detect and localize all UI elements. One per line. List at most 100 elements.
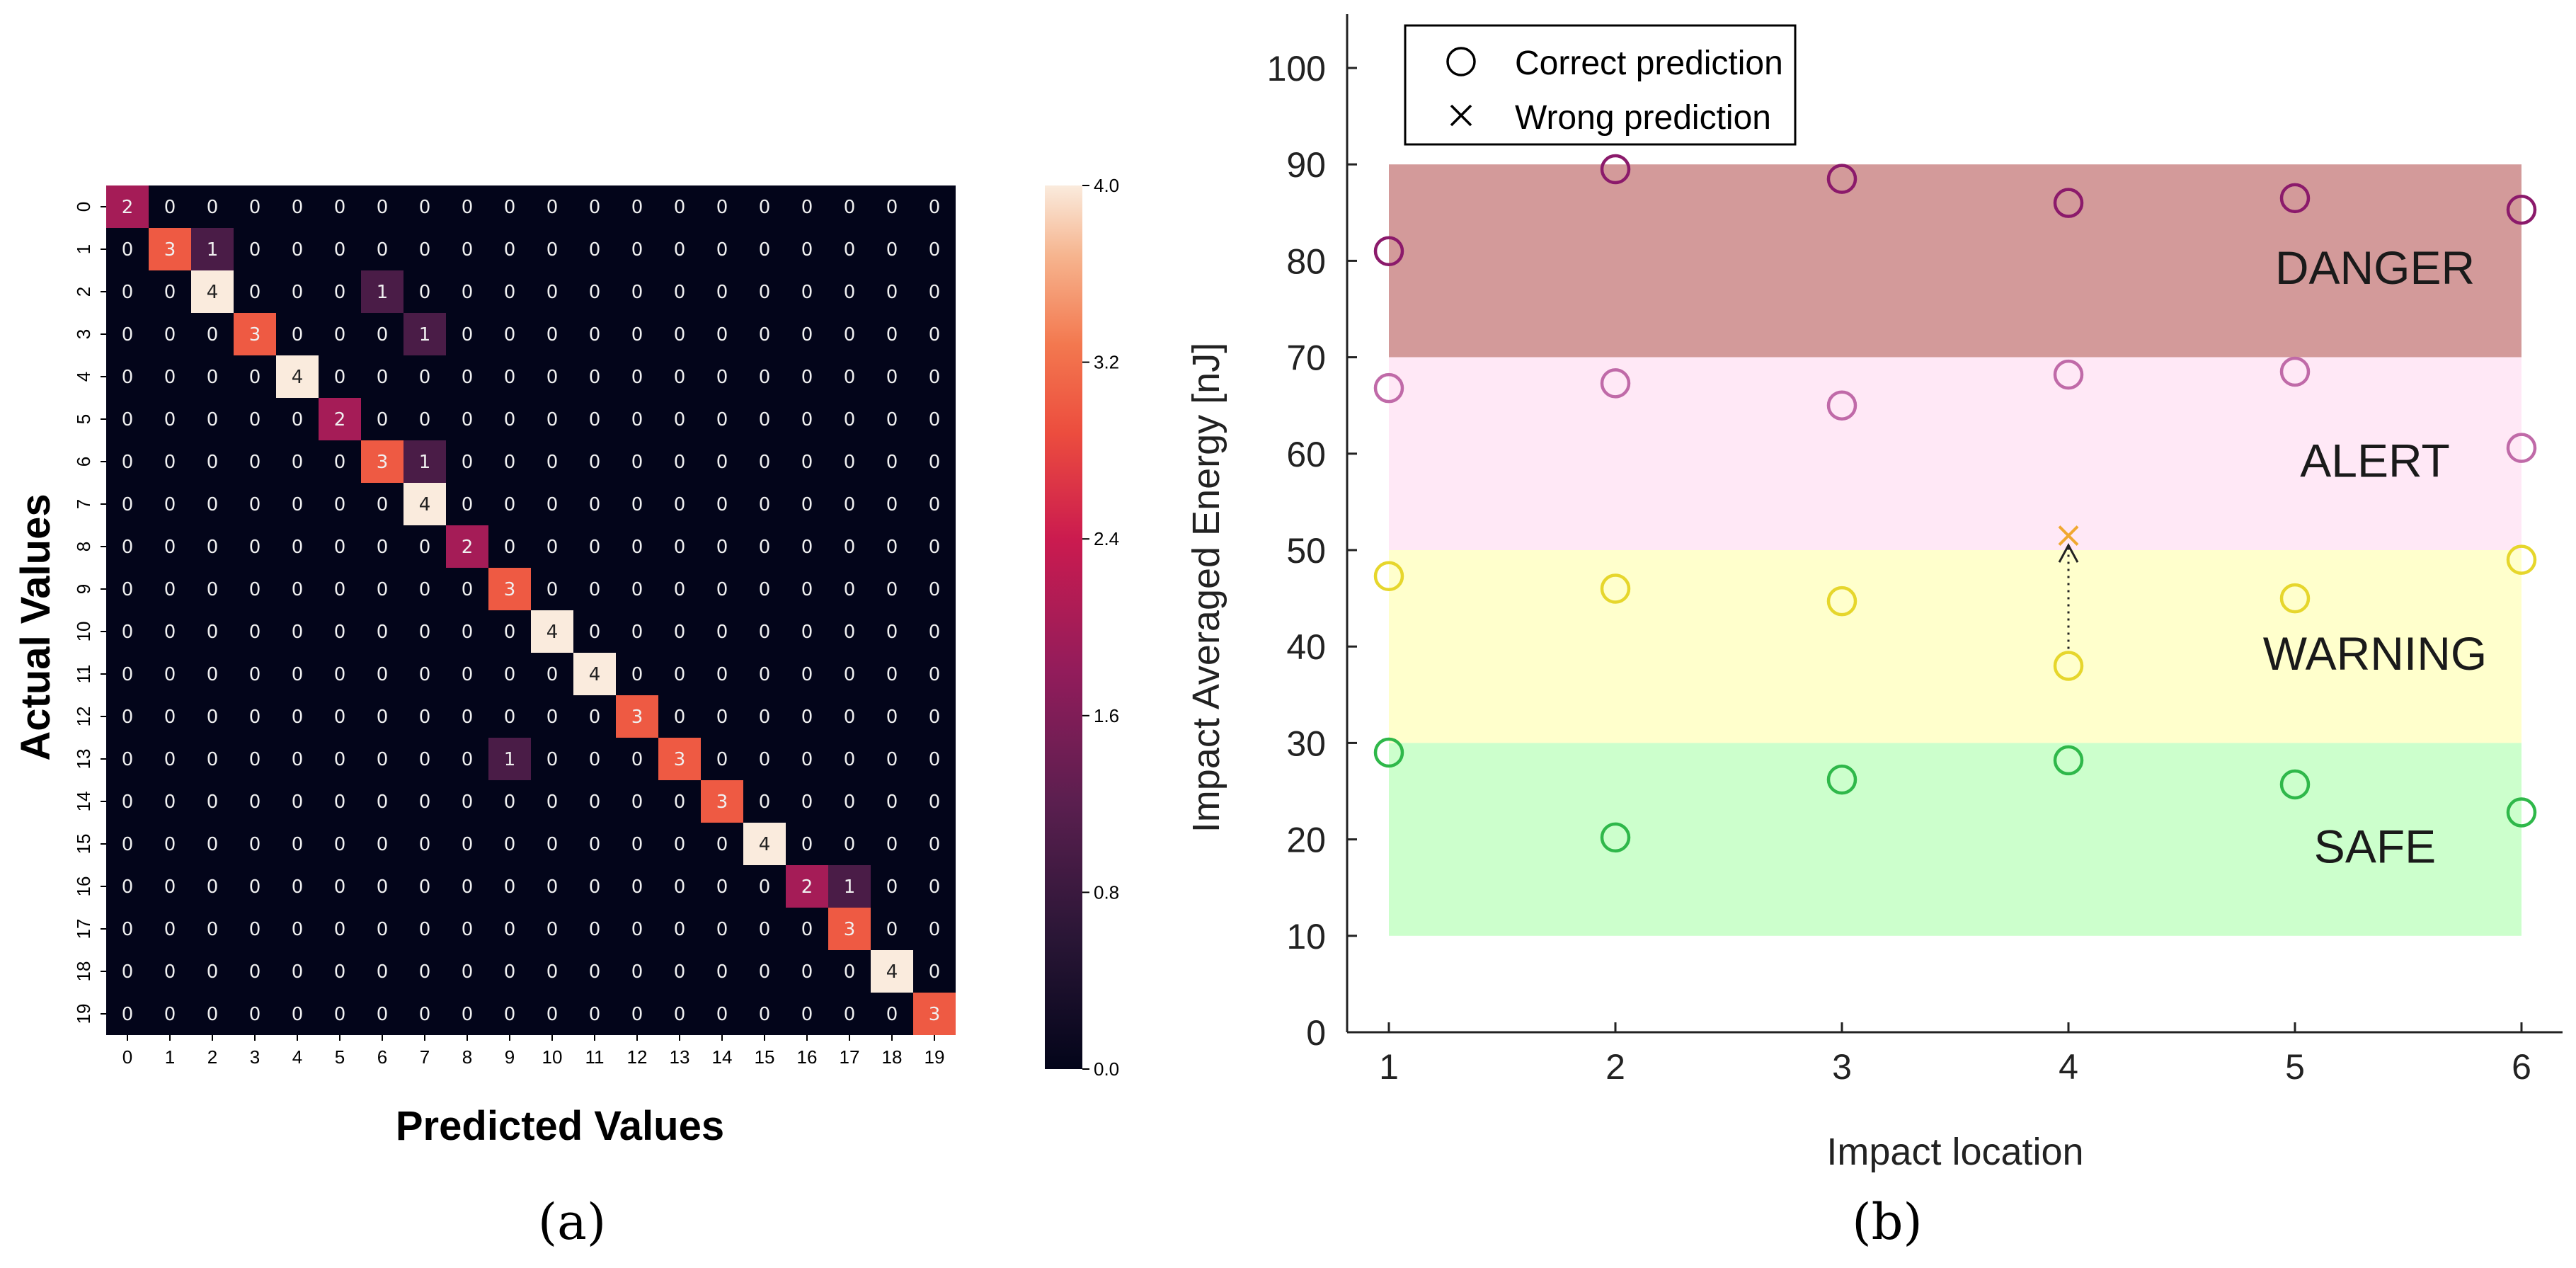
cm-cell: [786, 483, 828, 525]
cm-cell: [743, 823, 786, 865]
cm-cell-value: 0: [801, 324, 813, 345]
cm-x-tick-label: 10: [542, 1046, 563, 1068]
cm-cell: [106, 185, 149, 228]
cm-cell: [828, 908, 871, 950]
cm-cell: [106, 950, 149, 993]
cm-cell: [658, 950, 701, 993]
cm-cell: [319, 738, 361, 780]
cm-cell: [361, 525, 403, 568]
cm-cell: [701, 653, 743, 695]
cm-cell-value: 0: [886, 367, 898, 388]
cm-x-tick-label: 19: [925, 1046, 945, 1068]
cm-cell: [361, 653, 403, 695]
cm-cell-value: 0: [249, 961, 261, 983]
cm-cell-value: 0: [249, 792, 261, 813]
cm-y-tick-label: 13: [73, 749, 94, 770]
cm-cell: [871, 270, 913, 313]
cm-cell-value: 0: [122, 961, 134, 983]
cm-cell-value: 0: [292, 664, 304, 685]
cm-cell-value: 0: [844, 452, 856, 473]
cm-cell: [658, 610, 701, 653]
cm-cell: [786, 525, 828, 568]
cm-cell-value: 0: [462, 239, 474, 261]
cm-cell: [616, 568, 658, 610]
cm-cell: [446, 355, 488, 398]
cm-cell-value: 0: [292, 324, 304, 345]
cm-cell-value: 0: [504, 622, 516, 643]
cm-cell: [191, 908, 234, 950]
cm-cell: [361, 228, 403, 270]
cm-cell-value: 0: [377, 579, 389, 600]
cm-cell: [276, 993, 319, 1035]
cm-cell-value: 0: [886, 494, 898, 515]
cm-cell-value: 2: [122, 197, 134, 218]
cm-cell: [616, 908, 658, 950]
cm-cell-value: 0: [249, 282, 261, 303]
cm-cell: [191, 695, 234, 738]
cm-cell-value: 0: [759, 409, 771, 430]
cm-cell-value: 0: [377, 622, 389, 643]
cm-cell: [701, 270, 743, 313]
cm-cell: [658, 398, 701, 440]
cm-cell-value: 0: [419, 664, 431, 685]
cm-cell-value: 0: [462, 961, 474, 983]
cm-cell-value: 0: [249, 622, 261, 643]
cm-cell-value: 0: [631, 282, 643, 303]
point-safe: [2279, 769, 2311, 800]
cm-cell-value: 0: [886, 749, 898, 770]
cm-cell: [871, 908, 913, 950]
cm-cell-value: 0: [801, 282, 813, 303]
cm-cell-value: 0: [801, 622, 813, 643]
cm-cell: [828, 440, 871, 483]
cm-cell-value: 0: [886, 324, 898, 345]
cm-cell: [616, 440, 658, 483]
cm-x-tick-label: 2: [207, 1046, 217, 1068]
cm-cell: [828, 738, 871, 780]
cm-cell: [786, 738, 828, 780]
cm-cell-value: 0: [716, 664, 728, 685]
cm-cell: [913, 695, 956, 738]
cm-cell: [531, 270, 573, 313]
cm-cell: [488, 398, 531, 440]
cm-cell: [743, 270, 786, 313]
cm-cell-value: 0: [759, 1004, 771, 1025]
cm-cell-value: 0: [462, 707, 474, 728]
cm-x-tick-label: 11: [585, 1046, 605, 1068]
cm-cell: [616, 993, 658, 1035]
cm-cell-value: 0: [504, 239, 516, 261]
cm-cell: [616, 865, 658, 908]
cm-cell: [828, 993, 871, 1035]
cm-cell: [234, 653, 276, 695]
cm-cell-value: 0: [546, 834, 559, 855]
cm-cell-value: 4: [759, 834, 771, 855]
cm-cell: [319, 568, 361, 610]
cm-y-tick-label: 2: [73, 287, 94, 297]
cm-cell: [319, 780, 361, 823]
cm-cell-value: 0: [886, 792, 898, 813]
cm-cell: [786, 185, 828, 228]
y-tick-label: 60: [1286, 435, 1326, 474]
point-danger: [1600, 154, 1631, 185]
cm-cell: [573, 908, 616, 950]
cm-cell-value: 0: [844, 197, 856, 218]
cm-cell-value: 0: [292, 537, 304, 558]
cm-cell-value: 0: [716, 197, 728, 218]
cm-cell-value: 0: [801, 961, 813, 983]
cm-cell-value: 0: [377, 494, 389, 515]
cm-cell: [403, 525, 446, 568]
cm-cell-value: 0: [801, 367, 813, 388]
cm-cell-value: 0: [674, 664, 686, 685]
cm-cell-value: 0: [292, 622, 304, 643]
cm-cell: [658, 313, 701, 355]
cm-cell-value: 0: [207, 494, 219, 515]
cm-cell-value: 0: [377, 664, 389, 685]
y-tick-label: 30: [1286, 724, 1326, 763]
cm-cell: [658, 653, 701, 695]
cm-cell: [828, 398, 871, 440]
cm-cell: [488, 908, 531, 950]
cm-cell: [488, 653, 531, 695]
cm-cell: [871, 185, 913, 228]
cm-cell-value: 1: [419, 324, 431, 345]
cm-cell: [149, 695, 191, 738]
cm-cell: [573, 610, 616, 653]
